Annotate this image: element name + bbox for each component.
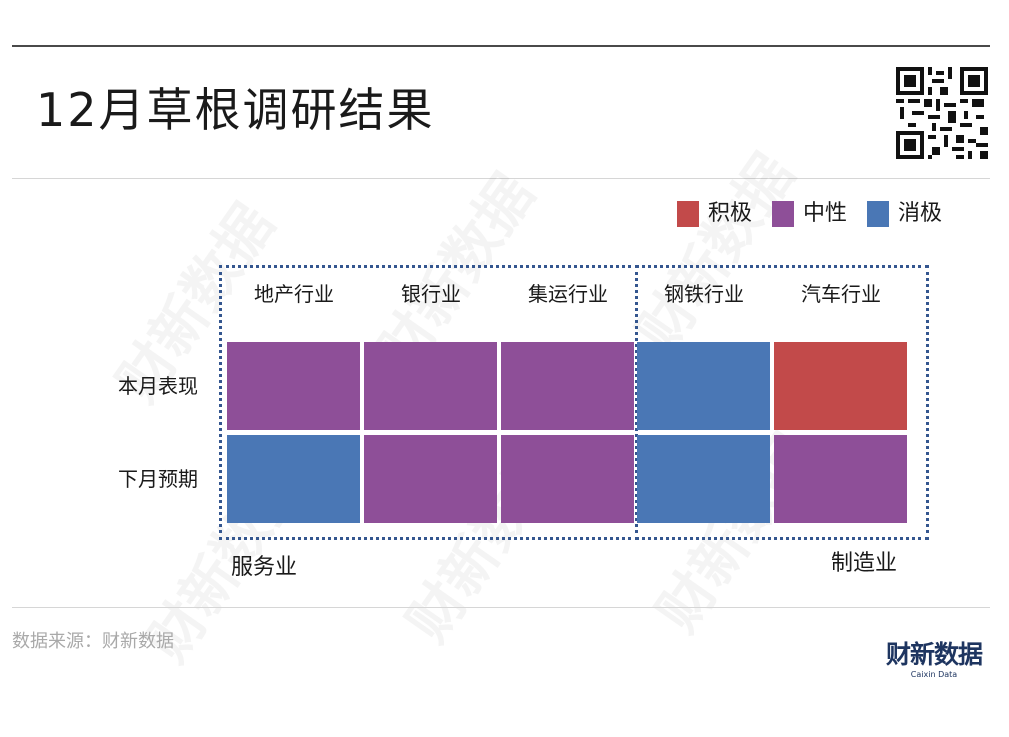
manufacturing-group-box [635, 265, 929, 540]
column-label: 汽车行业 [801, 282, 881, 306]
brand-name: 财新数据 [885, 640, 983, 669]
brand-logo: 财新数据 Caixin Data [878, 640, 990, 680]
qr-code-icon [896, 67, 988, 159]
legend: 积极 中性 消极 [677, 199, 942, 229]
column-label: 集运行业 [528, 282, 608, 306]
services-group-label: 服务业 [231, 555, 298, 580]
footer-divider [12, 607, 990, 608]
heatmap-cell [637, 342, 770, 430]
row-label: 下月预期 [118, 467, 198, 491]
heatmap-cell [364, 342, 497, 430]
heatmap-cell [364, 435, 497, 523]
legend-swatch [677, 201, 699, 227]
heatmap-cell [501, 342, 634, 430]
row-label: 本月表现 [118, 374, 198, 398]
top-rule [12, 45, 990, 47]
heatmap-cell [774, 435, 907, 523]
legend-swatch [867, 201, 890, 227]
heatmap-cell [501, 435, 634, 523]
source-note: 数据来源：财新数据 [12, 631, 174, 652]
column-label: 银行业 [401, 282, 461, 306]
column-label: 钢铁行业 [664, 282, 744, 306]
page-title: 12月草根调研结果 [36, 83, 435, 137]
heatmap-cell [637, 435, 770, 523]
heatmap-cell [227, 342, 360, 430]
manufacturing-group-label: 制造业 [831, 551, 898, 576]
legend-label: 消极 [898, 201, 943, 226]
legend-label: 积极 [708, 201, 753, 226]
brand-subtitle: Caixin Data [910, 670, 958, 679]
legend-label: 中性 [803, 201, 848, 226]
legend-item-neutral: 中性 [772, 199, 847, 229]
column-label: 地产行业 [254, 282, 334, 306]
legend-item-positive: 积极 [677, 199, 752, 229]
heatmap-cell [227, 435, 360, 523]
legend-item-negative: 消极 [867, 199, 942, 229]
header-divider [12, 178, 990, 179]
legend-swatch [772, 201, 795, 227]
heatmap-cell [774, 342, 907, 430]
